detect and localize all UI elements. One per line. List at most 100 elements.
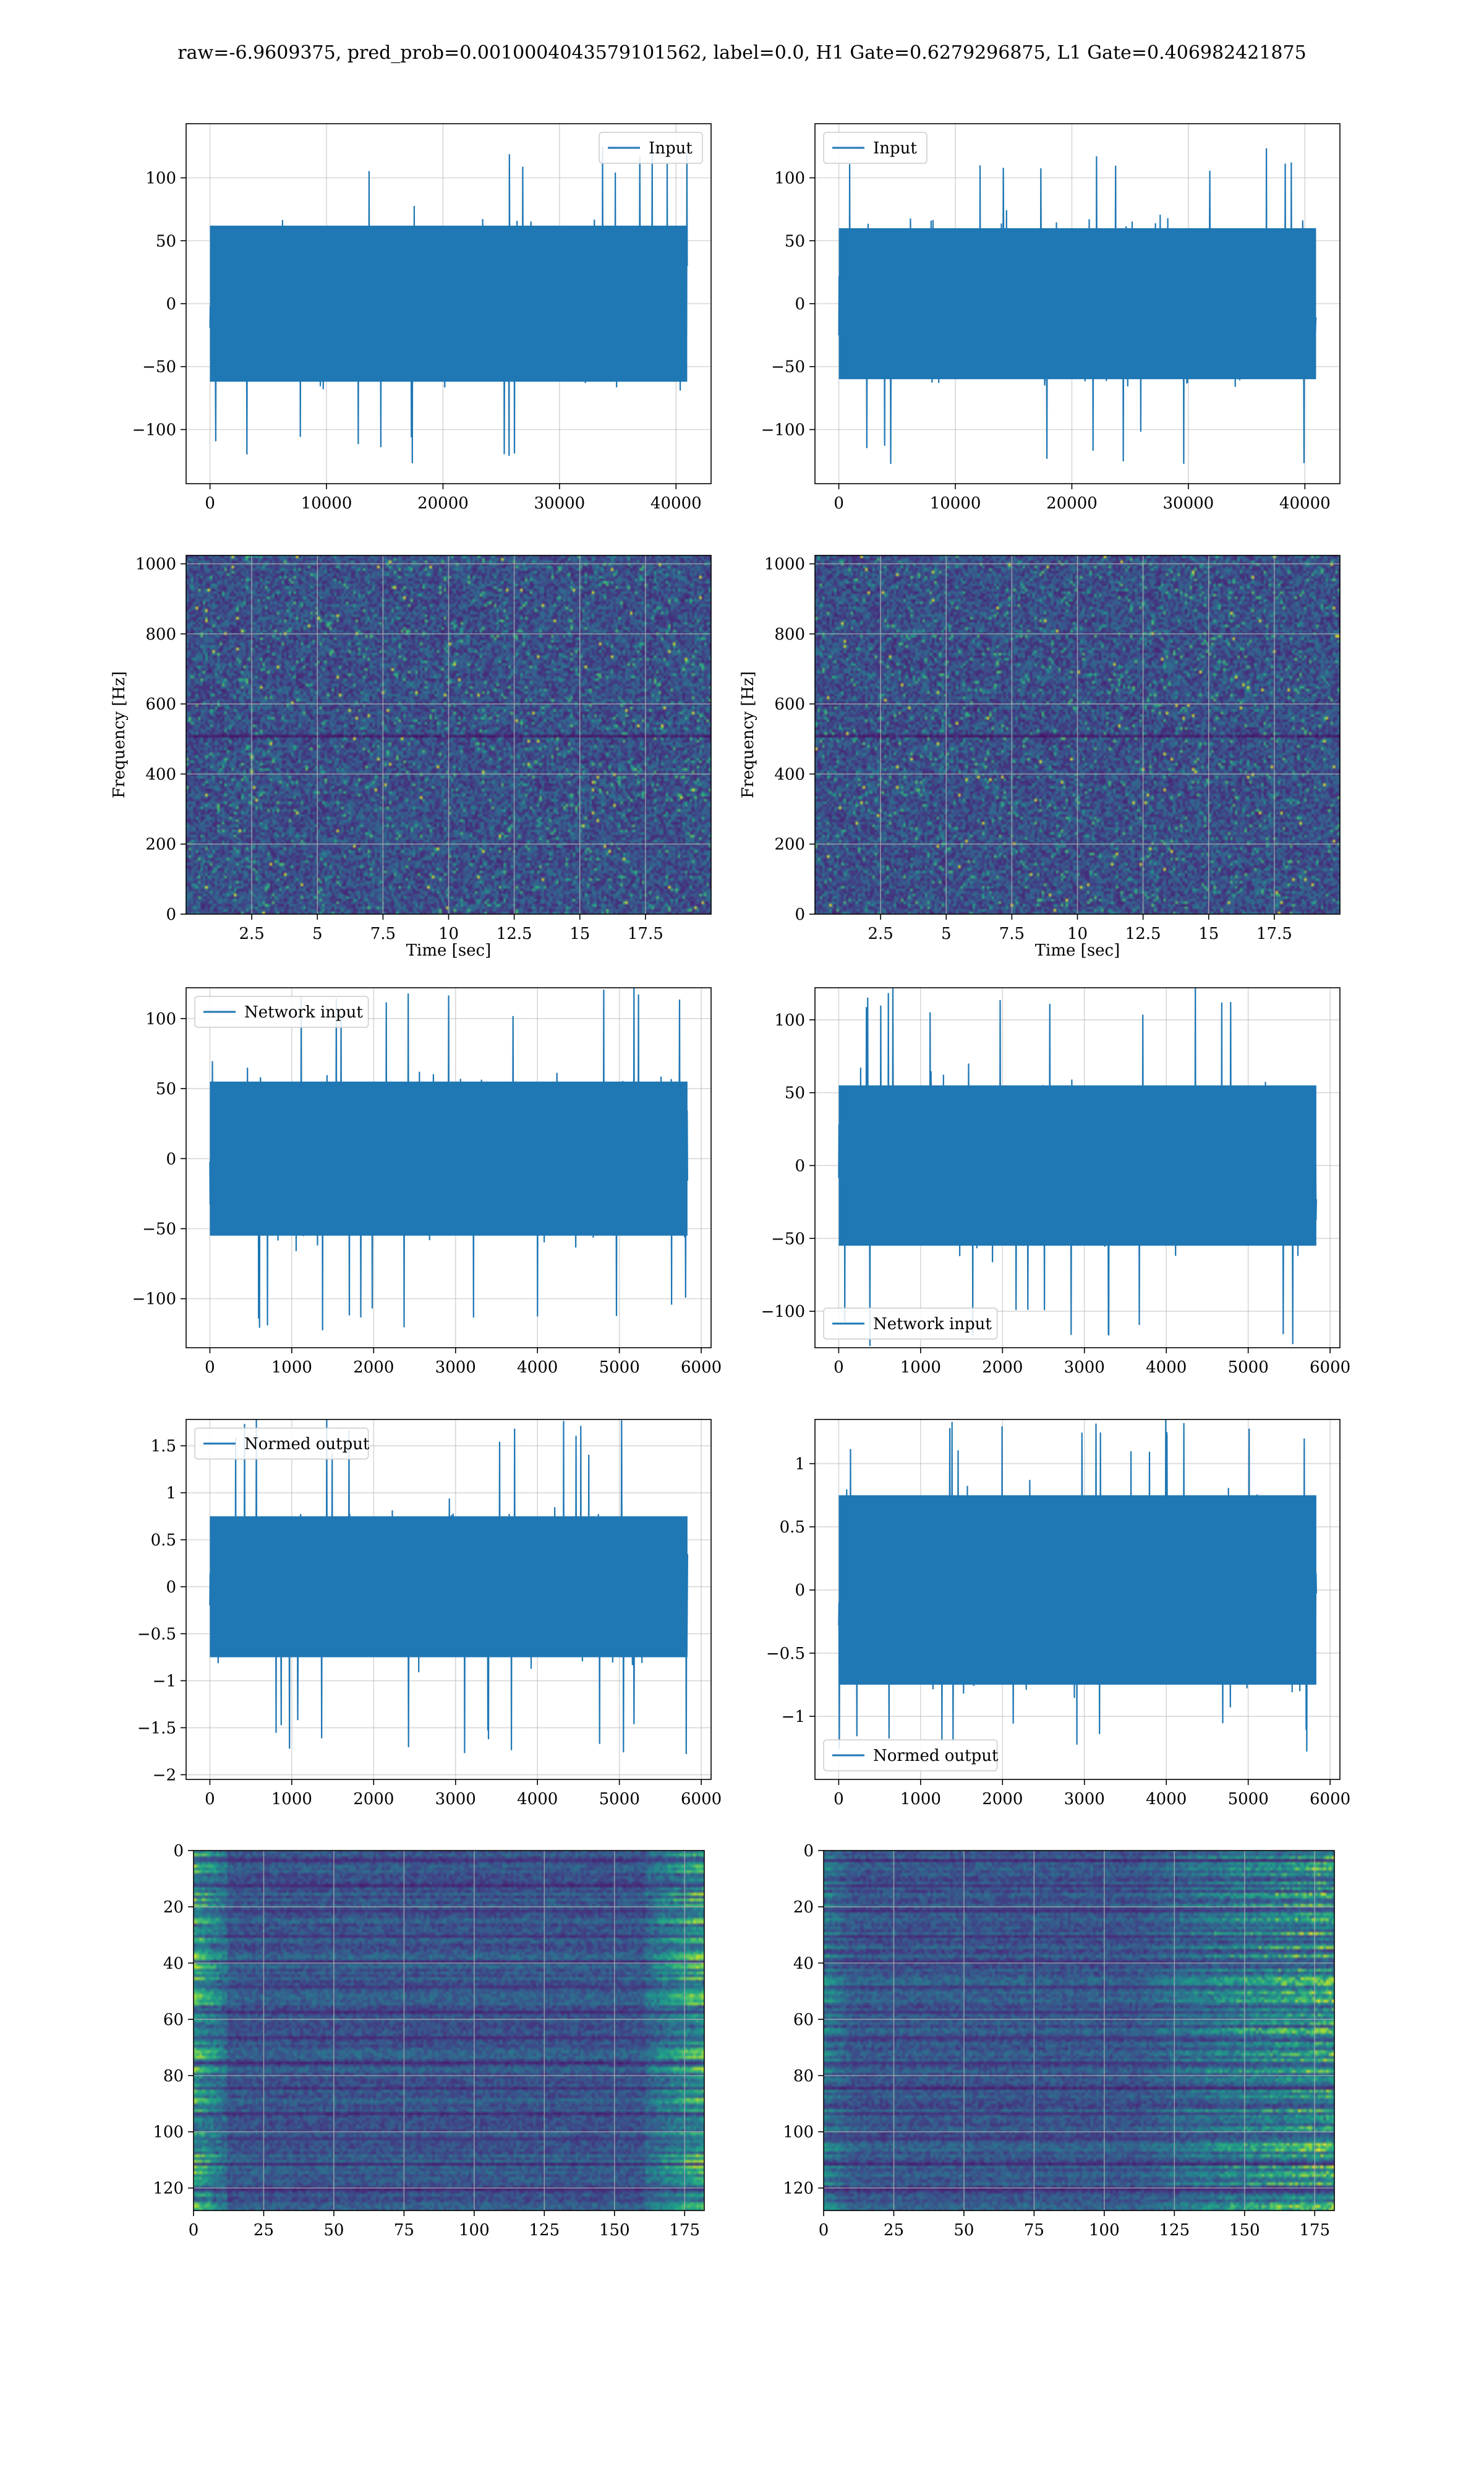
- y-tick-label: 1: [166, 1484, 176, 1503]
- axes-frame: [814, 1419, 1341, 1780]
- y-tick-label: 1.5: [151, 1437, 176, 1456]
- y-tick-label: 0: [795, 1582, 805, 1600]
- plot-area: [186, 1419, 711, 1779]
- x-tick-label: 0: [819, 2221, 829, 2240]
- y-tick-label: −100: [132, 1290, 176, 1309]
- x-tick-label: 2000: [353, 1790, 394, 1808]
- y-tick-label: 1000: [764, 555, 805, 574]
- x-tick-label: 5000: [599, 1358, 640, 1377]
- x-tick-label: 10: [438, 925, 459, 943]
- plot-area: [815, 988, 1340, 1348]
- x-tick-label: 5000: [599, 1790, 640, 1808]
- y-tick-label: 50: [785, 232, 805, 250]
- legend-label: Network input: [244, 1003, 363, 1022]
- y-tick-label: 1: [795, 1455, 805, 1473]
- x-tick-label: 125: [529, 2221, 560, 2240]
- x-tick-label: 40000: [650, 494, 702, 513]
- heatmap-image: [194, 1851, 704, 2211]
- x-tick-label: 10000: [930, 494, 981, 513]
- x-tick-label: 75: [1024, 2221, 1044, 2240]
- x-tick-label: 2000: [353, 1358, 394, 1377]
- x-tick-label: 0: [205, 1790, 215, 1808]
- x-tick-label: 12.5: [497, 925, 532, 943]
- l1-feature-map-panel: 0 25 50 75 100 125 150 175 0 20 40 60 80 100 120: [783, 1842, 1335, 2240]
- x-tick-label: 2000: [982, 1358, 1023, 1377]
- y-tick-label: −50: [142, 1220, 176, 1239]
- y-tick-label: −1.5: [137, 1719, 176, 1737]
- legend-box: [599, 132, 703, 164]
- legend: Network input: [823, 1308, 998, 1340]
- x-tick-label: 10000: [301, 494, 352, 513]
- y-tick-label: 0: [166, 295, 176, 314]
- x-tick-label: 7.5: [370, 925, 396, 943]
- x-tick-label: 3000: [1064, 1358, 1105, 1377]
- axes-frame: [193, 1850, 705, 2211]
- x-tick-label: 5000: [1228, 1358, 1269, 1377]
- x-tick-label: 5: [312, 925, 323, 943]
- y-tick-label: 100: [145, 1010, 176, 1029]
- y-tick-label: 50: [785, 1084, 805, 1103]
- y-tick-label: −50: [142, 358, 176, 377]
- x-tick-label: 4000: [517, 1790, 558, 1808]
- y-tick-label: −1: [782, 1708, 805, 1726]
- l1-input-panel: 0 10000 20000 30000 40000 −100 −50 0 50 100 Input: [761, 123, 1341, 513]
- y-tick-label: −50: [771, 1230, 805, 1248]
- y-tick-label: −2: [153, 1766, 176, 1784]
- l1-spectrogram-panel: 2.5 5 7.5 10 12.5 15 17.5 0 200 400 600 800 1000 Time…: [739, 555, 1341, 960]
- y-tick-label: −100: [761, 1303, 805, 1321]
- x-tick-label: 12.5: [1125, 925, 1161, 943]
- x-tick-label: 15: [1198, 925, 1219, 943]
- x-tick-label: 2000: [982, 1790, 1023, 1808]
- x-tick-label: 7.5: [999, 925, 1025, 943]
- h1-network-input-panel: 0 1000 2000 3000 4000 5000 6000 −100 −50 0 50 100 Ne…: [132, 987, 722, 1377]
- y-tick-label: 50: [156, 1080, 176, 1098]
- legend-box: [823, 1739, 998, 1771]
- x-tick-label: 3000: [435, 1358, 476, 1377]
- x-tick-label: 0: [834, 1358, 844, 1377]
- legend: Input: [599, 132, 703, 164]
- series-body: [210, 225, 688, 382]
- x-tick-label: 40000: [1279, 494, 1331, 513]
- y-tick-label: 20: [163, 1898, 184, 1917]
- x-tick-label: 0: [189, 2221, 199, 2240]
- series-body: [210, 1081, 688, 1236]
- x-tick-label: 17.5: [628, 925, 663, 943]
- y-tick-label: 0: [166, 1150, 176, 1168]
- x-tick-label: 20000: [417, 494, 469, 513]
- x-tick-label: 17.5: [1256, 925, 1292, 943]
- figure-title: raw=-6.9609375, pred_prob=0.001000404357…: [177, 42, 1307, 64]
- y-tick-label: −100: [132, 421, 176, 439]
- y-tick-label: 0: [795, 295, 805, 314]
- y-tick-label: 0: [166, 905, 176, 924]
- y-tick-label: −1: [153, 1672, 176, 1690]
- y-tick-label: 20: [793, 1898, 814, 1917]
- x-tick-label: 4000: [517, 1358, 558, 1377]
- h1-normed-output-panel: 0 1000 2000 3000 4000 5000 6000 −2 −1.5 −1 −0.5 0 0.…: [137, 1419, 722, 1808]
- legend-label: Input: [873, 139, 917, 158]
- x-tick-label: 5: [941, 925, 952, 943]
- y-tick-label: 400: [774, 765, 805, 784]
- y-axis-label: Frequency [Hz]: [739, 671, 757, 798]
- x-tick-label: 6000: [681, 1358, 722, 1377]
- x-tick-label: 50: [323, 2221, 344, 2240]
- x-tick-label: 125: [1159, 2221, 1190, 2240]
- x-tick-label: 6000: [1310, 1790, 1350, 1808]
- x-tick-label: 0: [205, 1358, 215, 1377]
- legend-box: [823, 1308, 998, 1340]
- legend-box: [823, 132, 927, 164]
- x-tick-label: 175: [669, 2221, 700, 2240]
- x-tick-label: 15: [569, 925, 590, 943]
- y-axis-label: Frequency [Hz]: [110, 671, 129, 798]
- x-tick-label: 20000: [1046, 494, 1098, 513]
- x-tick-label: 3000: [435, 1790, 476, 1808]
- y-tick-label: 120: [783, 2180, 814, 2198]
- x-tick-label: 1000: [900, 1358, 941, 1377]
- axes-frame: [186, 987, 712, 1348]
- y-tick-label: 40: [793, 1954, 814, 1973]
- x-tick-label: 5000: [1228, 1790, 1269, 1808]
- y-tick-label: 600: [145, 695, 176, 714]
- y-tick-label: 0: [795, 905, 805, 924]
- y-tick-label: 40: [163, 1954, 184, 1973]
- x-tick-label: 50: [953, 2221, 974, 2240]
